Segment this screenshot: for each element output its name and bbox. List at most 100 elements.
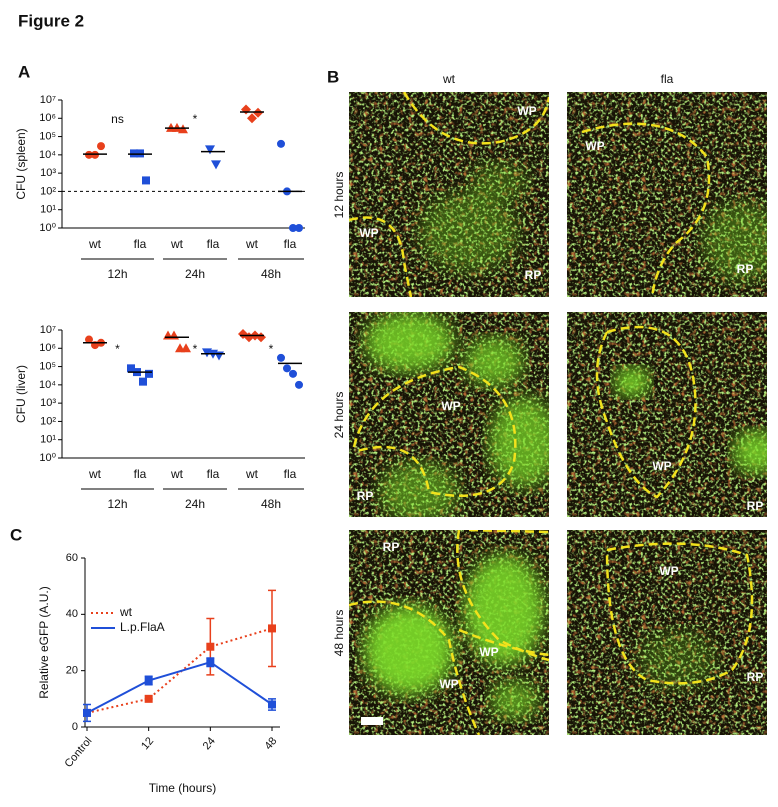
region-label: RP [737,262,754,276]
group-label: 48h [261,267,281,281]
data-point [277,353,285,362]
y-tick-label: 10⁵ [39,360,56,372]
boundary [605,542,754,685]
region-label: RP [525,268,542,282]
y-tick-label: 10⁴ [39,379,56,391]
y-tick-label: 10⁵ [39,130,56,142]
green-region [364,605,454,695]
region-label: WP [441,399,460,413]
row-header: 12 hours [332,172,346,219]
boundary [458,628,549,657]
data-point [127,364,135,373]
green-region [637,630,717,690]
green-region [489,680,539,720]
scale-bar [361,717,383,725]
region-label: WP [659,564,678,578]
group-label: 12h [107,497,127,511]
group-label: 24h [185,267,205,281]
series-line [86,627,273,714]
annotation: * [115,342,120,356]
data-point [145,369,153,378]
x-tick-label: fla [284,467,297,481]
panel-label: B [327,67,339,86]
region-label: WP [585,139,604,153]
column-header: wt [442,72,456,86]
region-label: RP [747,670,764,684]
region-label: WP [359,226,378,240]
y-tick-label: 10⁰ [39,222,56,234]
y-tick-label: 60 [66,552,78,564]
annotation: * [193,112,198,126]
y-axis-label: CFU (liver) [14,365,28,423]
green-region [419,192,519,272]
micrograph: WP RP [567,530,767,735]
x-tick-label: fla [134,237,147,251]
figure-title: Figure 2 [18,11,84,30]
panel-label: C [10,525,22,544]
data-point [85,150,93,159]
annotation: * [269,342,274,356]
region-label: RP [383,540,400,554]
data-point [83,708,91,717]
group-label: 24h [185,497,205,511]
group-label: 48h [261,497,281,511]
y-tick-label: 20 [66,665,78,677]
data-point [181,343,191,353]
y-tick-label: 10³ [40,167,56,179]
y-tick-label: 10⁷ [40,94,56,106]
region-label: WP [439,677,458,691]
micrograph: WP RP [567,312,767,517]
region-label: WP [479,645,498,659]
data-point [205,145,215,155]
x-tick-label: fla [284,237,297,251]
data-point [206,658,215,667]
green-region [464,337,524,387]
green-region [489,397,549,487]
legend-label: wt [119,605,133,619]
row-header: 24 hours [332,392,346,439]
x-tick-label: fla [134,467,147,481]
region-label: WP [517,104,536,118]
panel-label: A [18,62,30,81]
data-point [289,224,297,232]
y-tick-label: 10² [40,415,56,427]
x-tick-label: fla [207,467,220,481]
data-point [85,335,93,344]
data-point [247,113,257,124]
y-axis-label: CFU (spleen) [14,128,28,199]
region-label: RP [357,489,374,503]
x-tick-label: wt [170,467,184,481]
data-point [142,176,150,185]
data-point [214,351,224,361]
data-point [144,694,153,703]
x-tick-label: 48 [262,735,279,752]
region-label: WP [652,459,671,473]
annotation: ns [111,112,124,126]
green-region [469,162,529,202]
y-tick-label: 10¹ [40,204,56,216]
y-tick-label: 10³ [40,397,56,409]
boundary [349,216,413,297]
x-tick-label: wt [245,467,259,481]
data-point [139,377,147,386]
micrograph: WP WP RP [349,92,549,297]
data-point [283,364,291,373]
data-point [289,369,297,378]
x-axis-label: Time (hours) [149,781,217,795]
region-label: RP [747,499,764,513]
green-region [732,430,767,474]
data-point [91,150,99,159]
y-tick-label: 10⁴ [39,149,56,161]
data-point [206,642,215,651]
boundary [581,122,711,297]
data-point [144,676,153,685]
y-tick-label: 0 [72,721,78,733]
x-tick-label: Control [63,735,95,770]
data-point [211,160,221,170]
row-header: 48 hours [332,610,346,657]
series-line [86,661,273,714]
green-region [379,462,459,517]
boundary [352,365,517,497]
x-tick-label: wt [88,467,102,481]
